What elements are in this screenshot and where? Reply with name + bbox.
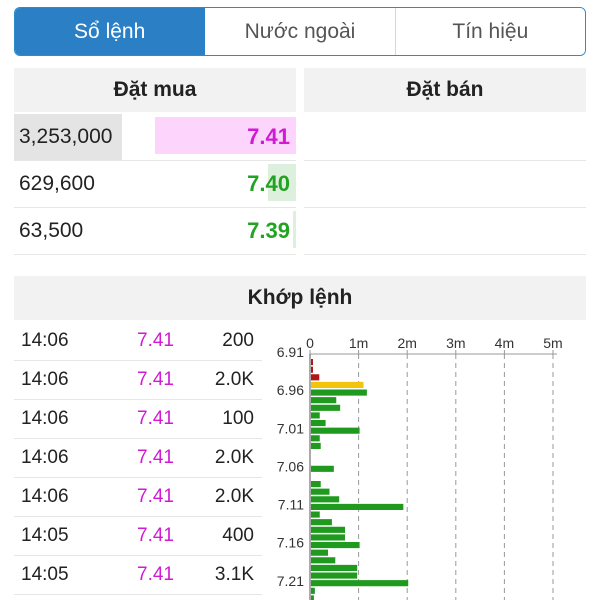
tab-order-book[interactable]: Sổ lệnh: [15, 8, 206, 55]
trade-volume: 2.0K: [214, 369, 254, 390]
chart-y-tick-label: 7.01: [277, 420, 304, 436]
buy-header: Đặt mua: [14, 68, 296, 112]
trade-time: 14:06: [21, 486, 69, 507]
chart-bar: [311, 549, 329, 556]
chart-bar: [311, 557, 336, 564]
bid-price: 7.40: [247, 171, 290, 196]
trade-row: 14:06 7.41 2.0K: [14, 439, 262, 478]
chart-bar: [311, 389, 367, 396]
trade-price: 7.41: [137, 369, 174, 390]
bid-price: 7.41: [247, 124, 290, 149]
tab-signal[interactable]: Tín hiệu: [395, 8, 585, 55]
trade-time: 14:06: [21, 408, 69, 429]
chart-y-tick-label: 7.11: [278, 497, 304, 513]
chart-y-tick-label: 6.96: [277, 382, 304, 398]
bid-volume: 629,600: [19, 172, 95, 195]
chart-bar: [311, 412, 320, 419]
bid-row: 629,600 7.40: [14, 161, 296, 208]
trade-time: 14:05: [21, 564, 69, 585]
trade-row: 14:06 7.41 2.0K: [14, 478, 262, 517]
sell-header: Đặt bán: [304, 68, 586, 112]
chart-x-tick-label: 1m: [349, 335, 368, 351]
chart-bar: [311, 397, 337, 404]
trade-row: 14:05 7.41 3.1K: [14, 556, 262, 595]
chart-bar: [311, 374, 320, 381]
chart-bar: [311, 564, 358, 571]
chart-bar: [311, 511, 320, 518]
bid-volume-bar: [293, 211, 296, 248]
ask-row: [304, 161, 586, 208]
bid-volume: 3,253,000: [14, 114, 122, 160]
chart-y-tick-label: 7.16: [277, 535, 304, 551]
trades-header: Khớp lệnh: [14, 276, 586, 320]
chart-bar: [311, 381, 364, 388]
trade-row: 14:06 7.41 200: [14, 322, 262, 361]
chart-bar: [311, 526, 346, 533]
chart-x-tick-label: 3m: [446, 335, 465, 351]
chart-bar: [311, 580, 409, 587]
chart-bar: [311, 595, 314, 600]
bid-volume: 63,500: [19, 219, 84, 242]
chart-y-tick-label: 7.21: [277, 573, 304, 589]
trade-price: 7.41: [137, 330, 174, 351]
ask-row: [304, 208, 586, 255]
tab-foreign[interactable]: Nước ngoài: [205, 8, 396, 55]
trade-price: 7.41: [137, 486, 174, 507]
bid-volume-bar: [155, 117, 296, 154]
chart-bar: [311, 496, 340, 503]
chart-bar: [311, 534, 346, 541]
trade-volume: 100: [222, 408, 254, 429]
chart-x-tick-label: 2m: [397, 335, 416, 351]
trade-volume: 2.0K: [214, 486, 254, 507]
chart-bar: [311, 587, 315, 594]
bid-price: 7.39: [247, 218, 290, 243]
trade-price: 7.41: [137, 408, 174, 429]
chart-y-tick-label: 6.91: [277, 344, 304, 360]
trade-volume: 400: [222, 525, 254, 546]
chart-y-tick-label: 7.06: [277, 458, 304, 474]
chart-x-tick-label: 0: [306, 335, 314, 351]
chart-bar: [311, 503, 404, 510]
trade-time: 14:06: [21, 330, 69, 351]
bid-volume-bar: [268, 164, 296, 201]
chart-bar: [311, 420, 326, 427]
chart-bar: [311, 359, 313, 366]
trade-price: 7.41: [137, 564, 174, 585]
chart-bar: [311, 542, 360, 549]
chart-bar: [311, 366, 313, 373]
chart-x-tick-label: 5m: [543, 335, 562, 351]
chart-bar: [311, 572, 358, 579]
bid-row: 3,253,000 7.41: [14, 114, 296, 161]
chart-bar: [311, 427, 360, 434]
trade-price: 7.41: [137, 447, 174, 468]
ask-row: [304, 114, 586, 161]
chart-bar: [311, 465, 334, 472]
trade-volume: 200: [222, 330, 254, 351]
tab-bar: Sổ lệnh Nước ngoài Tín hiệu: [14, 7, 586, 56]
trade-price: 7.41: [137, 525, 174, 546]
trade-volume: 3.1K: [214, 564, 254, 585]
chart-bar: [311, 488, 330, 495]
chart-bar: [311, 481, 321, 488]
trade-volume: 2.0K: [214, 447, 254, 468]
trade-time: 14:05: [21, 525, 69, 546]
trade-row: 14:06 7.41 100: [14, 400, 262, 439]
chart-bar: [311, 404, 341, 411]
bid-row: 63,500 7.39: [14, 208, 296, 255]
volume-by-price-chart: 0 1m 2m 3m 4m 5m 6.91 6.96 7.01 7.06 7.11 7.16 7.21: [277, 335, 563, 600]
chart-bar: [311, 442, 321, 449]
trade-row: 14:06 7.41 2.0K: [14, 361, 262, 400]
trade-time: 14:06: [21, 447, 69, 468]
chart-bar: [311, 519, 332, 526]
chart-bar: [311, 435, 320, 442]
chart-x-tick-label: 4m: [495, 335, 514, 351]
trade-time: 14:06: [21, 369, 69, 390]
trade-row: 14:05 7.41 400: [14, 517, 262, 556]
